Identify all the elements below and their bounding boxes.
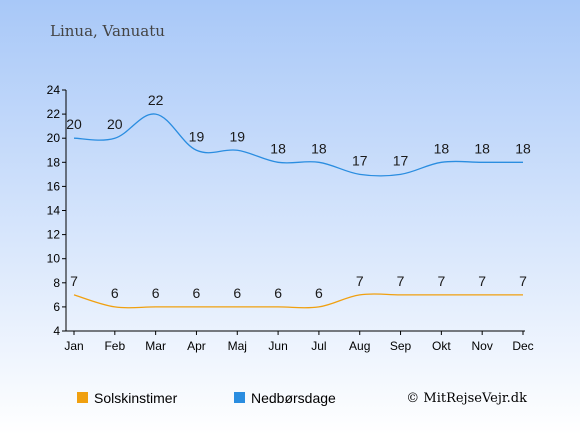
y-tick-label: 6	[53, 300, 60, 314]
data-label-nedborsdage: 18	[474, 140, 490, 156]
data-label-nedborsdage: 18	[515, 140, 531, 156]
data-label-nedborsdage: 17	[352, 152, 368, 168]
data-labels: 7 6 6 6 6 6 6 7 7 7 7 7 20 20 22 19 19 18 18 17 17 18 18 18	[66, 92, 531, 301]
x-tick-label: Jan	[64, 339, 83, 353]
legend-swatch-solskinstimer	[77, 392, 88, 403]
x-tick-label: Sep	[390, 339, 412, 353]
series-line-nedborsdage	[73, 113, 523, 177]
credit-text: © MitRejseVejr.dk	[406, 391, 527, 406]
data-label-nedborsdage: 18	[434, 140, 450, 156]
data-label-nedborsdage: 20	[107, 116, 123, 132]
y-tick-label: 22	[47, 107, 61, 121]
data-label-nedborsdage: 17	[393, 152, 409, 168]
data-label-solskinstimer: 6	[315, 285, 323, 301]
legend-swatch-nedborsdage	[234, 392, 245, 403]
y-tick-label: 18	[47, 155, 61, 169]
data-label-solskinstimer: 7	[478, 273, 486, 289]
x-tick-label: Apr	[187, 339, 206, 353]
x-tick-label: Jul	[311, 339, 326, 353]
y-tick-label: 24	[47, 83, 61, 97]
y-tick-label: 8	[53, 276, 60, 290]
y-tick-label: 14	[47, 204, 61, 218]
y-tick-label: 12	[47, 228, 61, 242]
series-line-solskinstimer	[73, 293, 523, 309]
data-label-nedborsdage: 19	[189, 128, 205, 144]
data-label-nedborsdage: 22	[148, 92, 164, 108]
legend-label-nedborsdage: Nedbørsdage	[251, 390, 336, 406]
x-tick-label: Nov	[472, 339, 493, 353]
series-lines	[73, 113, 523, 309]
data-label-solskinstimer: 6	[152, 285, 160, 301]
x-tick-label: Maj	[228, 339, 247, 353]
x-tick-label: Dec	[512, 339, 533, 353]
axes: 4 6 8 10 12 14 16 18 20 22 24 Jan Feb Mar Apr Maj Jun Jul…	[47, 83, 534, 353]
data-label-nedborsdage: 18	[270, 140, 286, 156]
chart-title: Linua, Vanuatu	[50, 22, 165, 40]
x-tick-label: Aug	[349, 339, 370, 353]
data-label-nedborsdage: 20	[66, 116, 82, 132]
legend-label-solskinstimer: Solskinstimer	[94, 390, 178, 406]
data-label-solskinstimer: 7	[437, 273, 445, 289]
y-tick-label: 16	[47, 179, 61, 193]
data-label-solskinstimer: 7	[356, 273, 364, 289]
y-tick-label: 20	[47, 131, 61, 145]
y-tick-label: 4	[53, 324, 60, 338]
data-label-solskinstimer: 7	[519, 273, 527, 289]
data-label-solskinstimer: 6	[274, 285, 282, 301]
data-label-solskinstimer: 6	[193, 285, 201, 301]
x-tick-label: Feb	[104, 339, 125, 353]
data-label-solskinstimer: 6	[233, 285, 241, 301]
legend: Solskinstimer Nedbørsdage	[77, 390, 336, 406]
data-label-solskinstimer: 7	[70, 273, 78, 289]
data-label-solskinstimer: 7	[397, 273, 405, 289]
x-tick-label: Jun	[268, 339, 287, 353]
x-tick-label: Okt	[432, 339, 451, 353]
data-label-nedborsdage: 18	[311, 140, 327, 156]
y-tick-label: 10	[47, 252, 61, 266]
data-label-solskinstimer: 6	[111, 285, 119, 301]
data-label-nedborsdage: 19	[229, 128, 245, 144]
x-tick-label: Mar	[145, 339, 166, 353]
